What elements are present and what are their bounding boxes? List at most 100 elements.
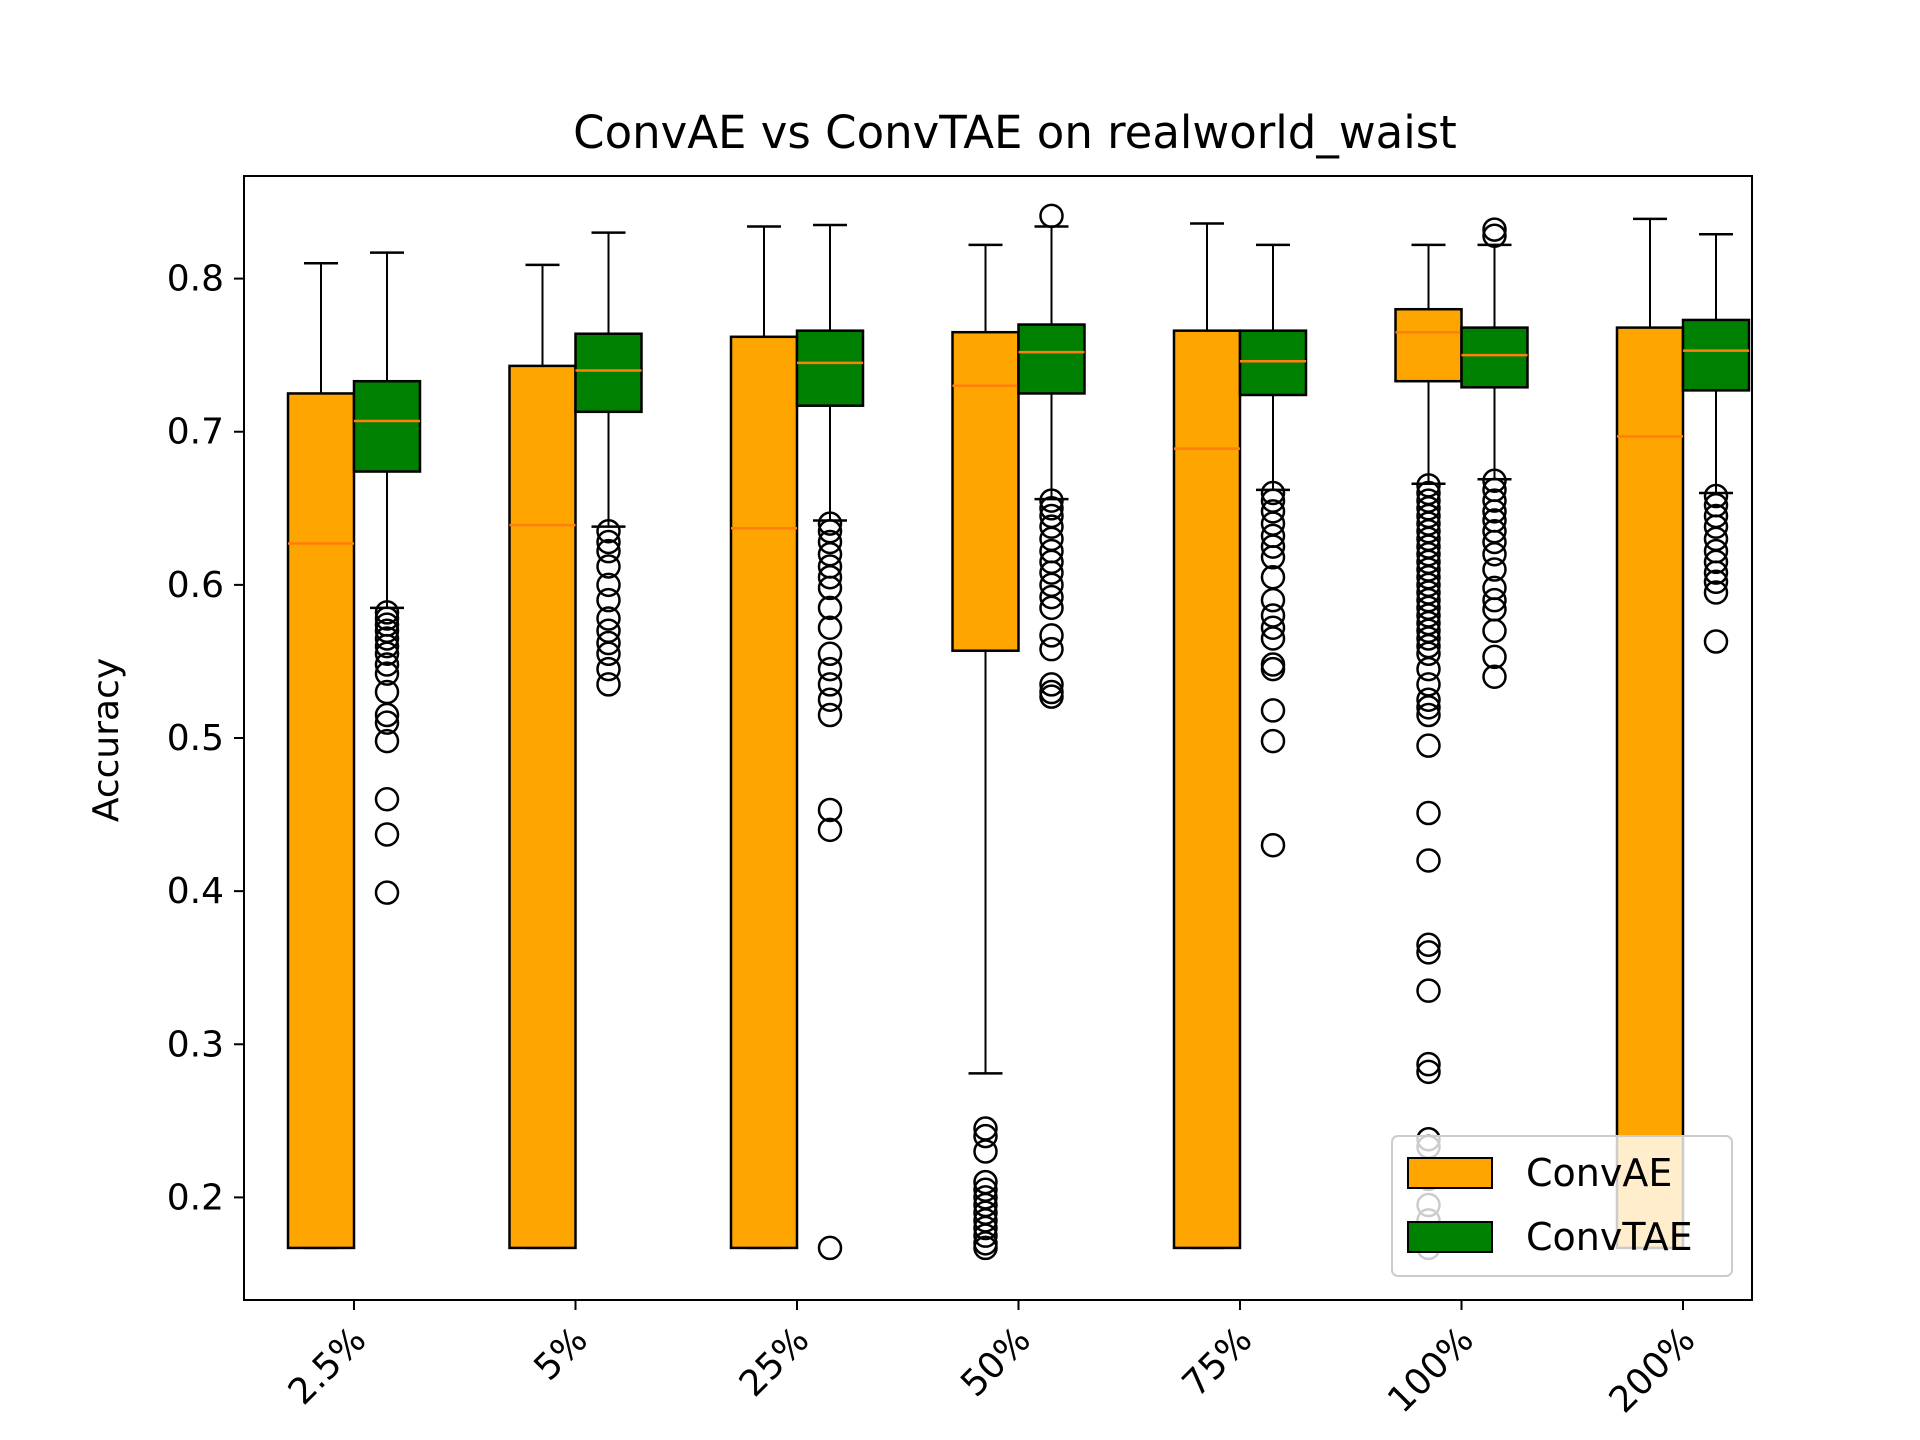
outlier-point (1039, 636, 1064, 662)
outlier-point (1482, 557, 1507, 582)
outlier-point (1260, 652, 1286, 677)
outlier-point (1039, 560, 1064, 585)
outlier-point (596, 572, 621, 598)
box-body (1238, 329, 1308, 397)
outlier-point (1260, 656, 1286, 682)
outlier-point (817, 615, 843, 640)
outlier-point (1260, 534, 1286, 559)
outlier-point (1482, 618, 1507, 644)
x-tick-label: 75% (1175, 1319, 1261, 1405)
outlier-point (596, 618, 621, 644)
outlier-point (1703, 526, 1729, 552)
outlier-point (1482, 499, 1507, 524)
box-convae-3 (729, 225, 799, 1250)
chart-title: ConvAE vs ConvTAE on realworld_waist (573, 106, 1457, 159)
outlier-point (1703, 514, 1729, 539)
outlier-point (1482, 587, 1507, 613)
x-tick-label: 200% (1602, 1319, 1704, 1421)
outlier-point (817, 1235, 843, 1261)
outlier-point (1260, 832, 1286, 858)
outlier-point (817, 687, 843, 712)
legend: ConvAE ConvTAE (1391, 1135, 1733, 1277)
y-tick-label: 0.4 (167, 871, 224, 912)
outlier-point (374, 652, 400, 677)
outlier-point (1416, 656, 1441, 682)
x-tick-label: 2.5% (281, 1319, 375, 1413)
outlier-point (374, 880, 400, 905)
outlier-point (973, 1123, 998, 1149)
box-convae-1 (286, 262, 356, 1250)
outlier-point (817, 641, 843, 667)
outlier-point (596, 529, 621, 555)
outlier-point (1416, 687, 1441, 712)
outlier-point (596, 587, 621, 613)
outlier-point (374, 822, 400, 847)
outlier-point (1416, 978, 1441, 1003)
outlier-point (973, 1235, 998, 1261)
outlier-point (1416, 940, 1441, 965)
box-convtae-7 (1681, 232, 1751, 654)
outlier-point (1260, 698, 1286, 723)
outlier-point (374, 661, 400, 686)
outlier-point (817, 672, 843, 697)
outlier-point (1039, 623, 1064, 648)
box-body (508, 364, 577, 1250)
outlier-point (1482, 541, 1507, 567)
outlier-point (1039, 684, 1064, 709)
outlier-point (817, 511, 843, 536)
outlier-point (1703, 483, 1729, 509)
outlier-point (374, 702, 400, 728)
outlier-point (1416, 932, 1441, 957)
outlier-point (1416, 702, 1441, 728)
outlier-point (374, 600, 400, 625)
outlier-point (1416, 733, 1441, 758)
outlier-point (1482, 664, 1507, 689)
x-tick-label: 5% (526, 1319, 595, 1388)
outlier-point (1482, 217, 1507, 242)
outlier-point (374, 728, 400, 754)
box-convae-4 (951, 243, 1020, 1261)
outlier-point (1039, 526, 1064, 552)
legend-swatch-convtae (1407, 1221, 1493, 1253)
outlier-point (1703, 560, 1729, 585)
outlier-point (1039, 496, 1064, 521)
outlier-point (596, 519, 621, 544)
outlier-point (596, 656, 621, 682)
outlier-point (817, 541, 843, 567)
box-body (795, 329, 865, 407)
outlier-point (374, 710, 400, 735)
outlier-point (1039, 488, 1064, 513)
outlier-point (817, 564, 843, 590)
outlier-point (374, 787, 400, 812)
x-tick-label: 25% (732, 1319, 818, 1405)
outlier-point (1039, 514, 1064, 539)
legend-label-convae: ConvAE (1526, 1151, 1672, 1195)
box-body (574, 332, 643, 414)
outlier-point (1482, 529, 1507, 555)
outlier-point (1703, 580, 1729, 605)
outlier-point (1482, 488, 1507, 513)
y-tick-label: 0.6 (167, 565, 224, 606)
outlier-point (817, 529, 843, 555)
box-convtae-1 (352, 251, 422, 905)
y-tick-label: 0.7 (167, 412, 224, 453)
outlier-point (1260, 480, 1286, 506)
outlier-point (596, 641, 621, 667)
outlier-point (1260, 626, 1286, 651)
outlier-point (1260, 615, 1286, 640)
outlier-point (1416, 641, 1441, 667)
outlier-point (1039, 572, 1064, 598)
outlier-point (817, 656, 843, 682)
outlier-point (374, 641, 400, 667)
outlier-point (1416, 626, 1441, 651)
y-tick-label: 0.2 (167, 1177, 224, 1218)
outlier-point (973, 1139, 998, 1164)
y-tick-label: 0.5 (167, 718, 224, 759)
box-convtae-5 (1238, 243, 1308, 858)
plot-area (286, 203, 1751, 1261)
box-body (1394, 307, 1463, 383)
box-convtae-3 (795, 223, 865, 1261)
outlier-point (1482, 644, 1507, 670)
box-convae-7 (1615, 217, 1685, 1250)
